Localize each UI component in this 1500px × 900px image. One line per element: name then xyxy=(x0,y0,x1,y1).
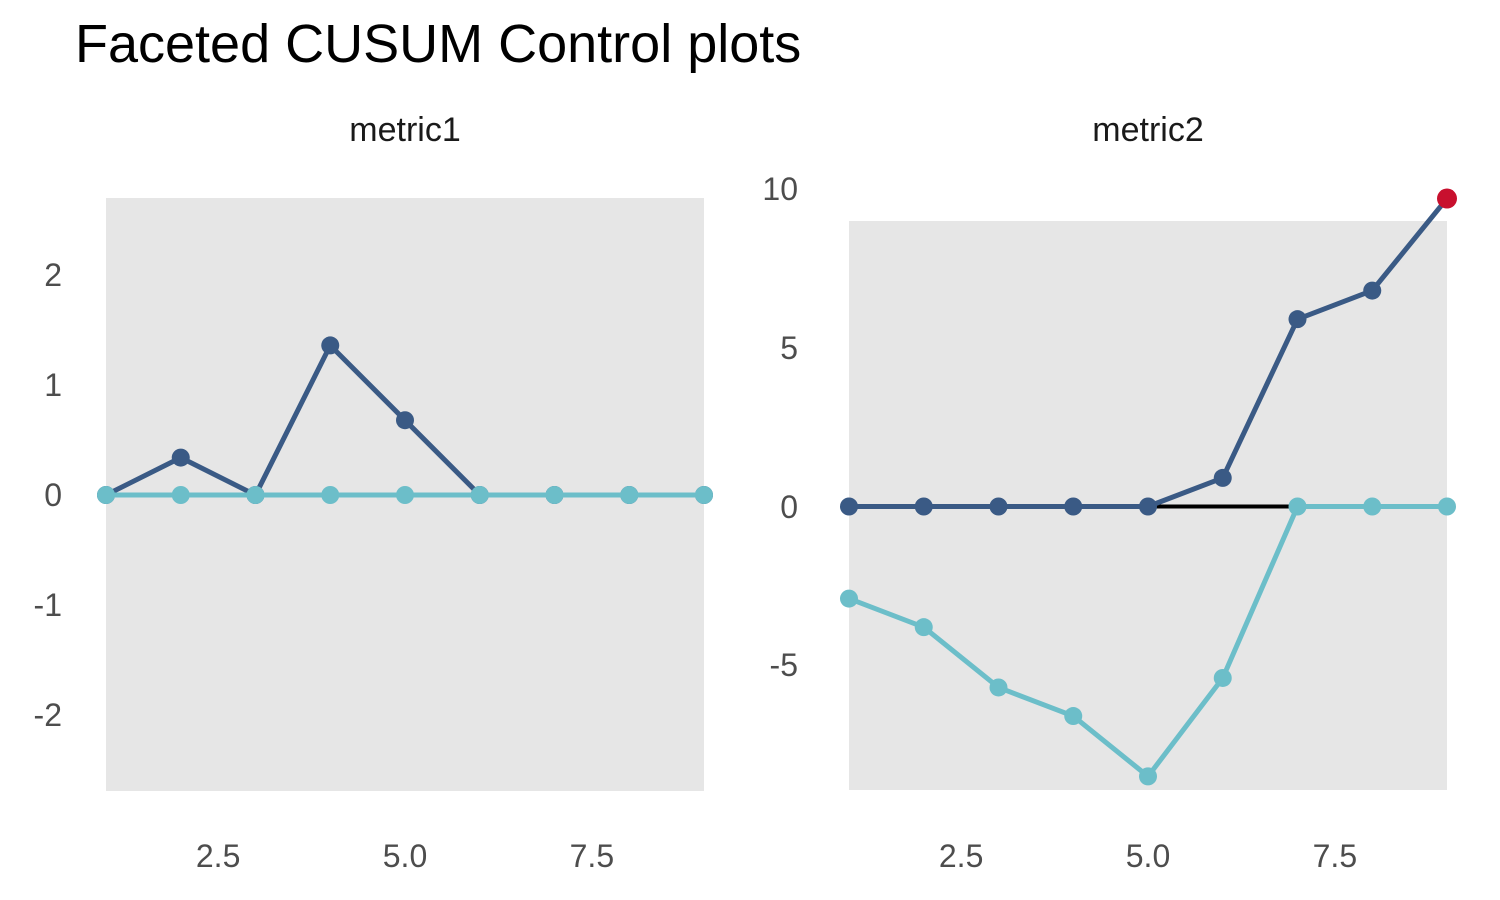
cusum_high-point xyxy=(1288,310,1307,329)
y-tick-label-metric2: 5 xyxy=(780,329,798,366)
cusum_low-point xyxy=(396,486,414,504)
facet-label-metric2: metric2 xyxy=(1092,111,1204,149)
cusum_high-line-metric2 xyxy=(849,196,1449,509)
y-tick-label-metric2: 0 xyxy=(780,488,798,525)
y-tick-label-metric2: -5 xyxy=(769,647,798,684)
x-tick-label-metric1: 5.0 xyxy=(382,838,428,874)
cusum_low-point xyxy=(545,486,564,504)
cusum_high-point xyxy=(1139,497,1157,516)
cusum_low-point xyxy=(1363,497,1382,516)
cusum_high-point xyxy=(171,448,190,467)
y-tick-label-metric1: 2 xyxy=(44,257,62,293)
cusum_low-point xyxy=(1139,767,1157,786)
cusum_low-point xyxy=(171,486,190,504)
cusum_low-point xyxy=(989,678,1008,697)
cusum_high-point xyxy=(321,336,340,355)
facet-label-metric1: metric1 xyxy=(349,111,461,149)
x-tick-label-metric2: 7.5 xyxy=(1312,838,1358,874)
y-tick-label-metric1: 1 xyxy=(44,367,62,403)
signal-point-metric2 xyxy=(1437,188,1457,209)
y-tick-label-metric2: 10 xyxy=(762,171,798,207)
chart-title: Faceted CUSUM Control plots xyxy=(75,14,802,74)
cusum_low-point xyxy=(1438,497,1456,516)
cusum_low-point xyxy=(97,486,115,504)
y-tick-label-metric1: 0 xyxy=(44,477,62,513)
cusum_high-point xyxy=(914,497,933,516)
cusum_low-point xyxy=(246,486,265,504)
x-tick-label-metric1: 7.5 xyxy=(569,838,615,874)
x-tick-label-metric1: 2.5 xyxy=(195,838,241,874)
cusum_low-point xyxy=(1288,497,1307,516)
cusum_high-point xyxy=(989,497,1008,516)
cusum_high-point xyxy=(1363,281,1382,300)
cusum_low-point xyxy=(914,618,933,637)
cusum_low-point xyxy=(1064,707,1083,726)
x-tick-label-metric2: 2.5 xyxy=(938,838,984,874)
x-tick-label-metric2: 5.0 xyxy=(1125,838,1171,874)
cusum_low-point xyxy=(695,486,713,504)
cusum_high-point xyxy=(396,411,414,430)
cusum_low-point xyxy=(1213,668,1232,687)
y-tick-label-metric1: -1 xyxy=(33,587,62,623)
cusum_low-point xyxy=(840,589,858,608)
cusum_high-point xyxy=(840,497,858,516)
cusum_low-point xyxy=(321,486,340,504)
cusum_high-point xyxy=(1213,468,1232,487)
cusum_low-point xyxy=(470,486,489,504)
cusum_low-point xyxy=(620,486,639,504)
cusum_high-point xyxy=(1064,497,1083,516)
y-tick-label-metric1: -2 xyxy=(33,697,62,733)
cusum_low-line-metric2 xyxy=(848,504,1447,779)
